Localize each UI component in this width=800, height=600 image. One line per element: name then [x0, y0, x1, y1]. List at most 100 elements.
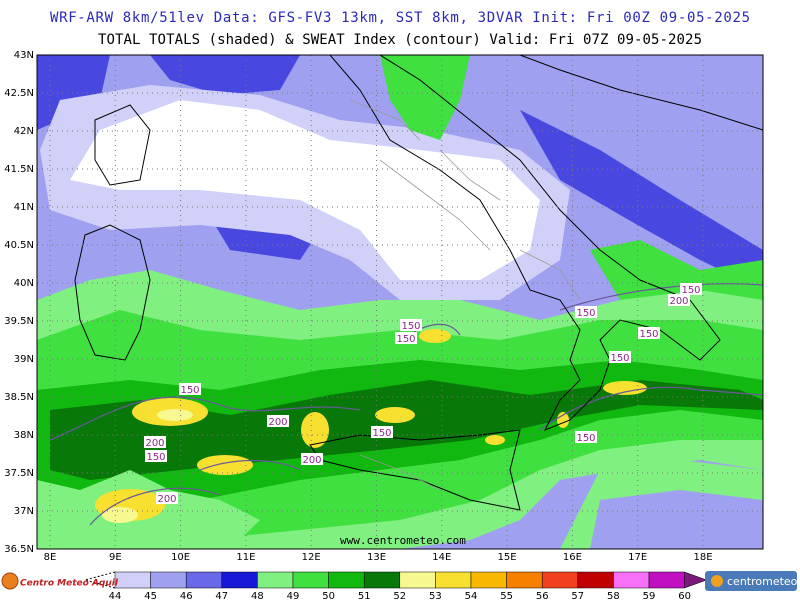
colorbar-box	[257, 571, 294, 589]
colorbar-label: 58	[607, 591, 620, 600]
lon-label: 13E	[367, 552, 386, 563]
sweat-contours	[49, 283, 763, 526]
lat-label: 41N	[14, 202, 34, 213]
contour-label-box	[609, 351, 631, 363]
shade-blue-south	[590, 490, 763, 549]
lon-label: 8E	[44, 552, 57, 563]
contour-labels: 1501501502001502002001502001502001501501…	[144, 283, 702, 505]
colorbar-label: 54	[465, 591, 478, 600]
colorbar-box	[648, 571, 685, 589]
lat-label: 37.5N	[4, 468, 34, 479]
contour-label: 200	[669, 296, 688, 307]
shading	[37, 55, 763, 549]
contour-label: 200	[157, 494, 176, 505]
colorbar-label: 45	[144, 591, 157, 600]
colorbar-box	[613, 571, 650, 589]
contour-label: 150	[146, 452, 165, 463]
contour-label-box	[575, 306, 597, 318]
shade-blue	[37, 55, 763, 290]
contour-label: 150	[396, 334, 415, 345]
contour-label: 150	[639, 329, 658, 340]
colorbar-box	[150, 571, 187, 589]
colorbar-box	[114, 571, 151, 589]
lat-label: 39.5N	[4, 316, 34, 327]
colorbar-label: 49	[287, 591, 300, 600]
colorbar-label: 50	[322, 591, 335, 600]
colorbar-box	[470, 571, 507, 589]
header-line1: WRF-ARW 8km/51lev Data: GFS-FV3 13km, SS…	[50, 10, 750, 26]
lon-label: 15E	[498, 552, 517, 563]
colorbar-label: 57	[571, 591, 584, 600]
contour-label-box	[156, 492, 178, 504]
lon-label: 18E	[693, 552, 712, 563]
contour-label: 150	[681, 285, 700, 296]
lat-label: 38N	[14, 430, 34, 441]
plot-frame	[36, 54, 764, 550]
region-borders	[349, 99, 581, 491]
contour-label-box	[179, 383, 201, 395]
lat-label: 41.5N	[4, 164, 34, 175]
shade-yellow-light	[102, 409, 193, 523]
shade-green-south	[37, 460, 763, 549]
lon-label: 17E	[628, 552, 647, 563]
colorbar-label: 55	[500, 591, 513, 600]
contour-label: 150	[576, 308, 595, 319]
contour-label-box	[395, 332, 417, 344]
contour-label-box	[267, 415, 289, 427]
contour-label: 150	[576, 433, 595, 444]
logo-left: Centro Meteo Aquil	[1, 572, 119, 590]
contour-label: 200	[268, 417, 287, 428]
logo-right: centrometeo	[705, 571, 798, 591]
colorbar-box	[292, 571, 329, 589]
lat-label: 39N	[14, 354, 34, 365]
contour-label-box	[371, 426, 393, 438]
colorbar-label: 53	[429, 591, 442, 600]
colorbar-label: 47	[215, 591, 228, 600]
colorbar: 44 45 46 47 48 49 50 51 52 53 54 55 56 57 58 59 60	[83, 571, 708, 600]
colorbar-box	[399, 571, 436, 589]
colorbar-label: 52	[393, 591, 406, 600]
contour-label-box	[400, 319, 422, 331]
colorbar-box	[541, 571, 579, 589]
colorbar-label: 60	[678, 591, 691, 600]
colorbar-label: 48	[251, 591, 264, 600]
header-line2: TOTAL TOTALS (shaded) & SWEAT Index (con…	[98, 32, 702, 48]
shade-green-north	[380, 55, 763, 310]
grid: 43N 42.5N 42N 41.5N 41N 40.5N 40N 39.5N 39N 38.5N…	[4, 50, 763, 563]
lon-label: 9E	[109, 552, 122, 563]
lon-label: 11E	[236, 552, 255, 563]
colorbar-label: 46	[180, 591, 193, 600]
colorbar-label: 59	[643, 591, 656, 600]
colorbar-box	[363, 571, 401, 589]
lon-label: 14E	[432, 552, 451, 563]
contour-label-box	[575, 431, 597, 443]
contour-label-box	[301, 453, 323, 465]
contour-label-box	[144, 436, 166, 448]
contour-label-box	[145, 450, 167, 462]
colorbar-box	[328, 571, 365, 589]
contour-label-box	[668, 294, 690, 306]
contour-label: 150	[372, 428, 391, 439]
contour-label: 150	[180, 385, 199, 396]
colorbar-box	[435, 571, 472, 589]
contour-label: 150	[610, 353, 629, 364]
colorbar-box	[506, 571, 543, 589]
colorbar-box	[221, 571, 258, 589]
coastlines	[74, 55, 763, 511]
lon-label: 16E	[563, 552, 582, 563]
colorbar-label: 51	[358, 591, 371, 600]
colorbar-box	[577, 571, 614, 589]
colorbar-label: 44	[109, 591, 122, 600]
lon-label: 10E	[171, 552, 190, 563]
shade-north	[37, 55, 763, 270]
contour-label-box	[638, 327, 660, 339]
lat-label: 37N	[14, 506, 34, 517]
watermark: www.centrometeo.com	[340, 534, 466, 547]
lat-label: 42.5N	[4, 88, 34, 99]
lat-label: 42N	[14, 126, 34, 137]
logo-right-text: centrometeo	[727, 575, 798, 588]
lat-label: 40.5N	[4, 240, 34, 251]
lat-label: 38.5N	[4, 392, 34, 403]
